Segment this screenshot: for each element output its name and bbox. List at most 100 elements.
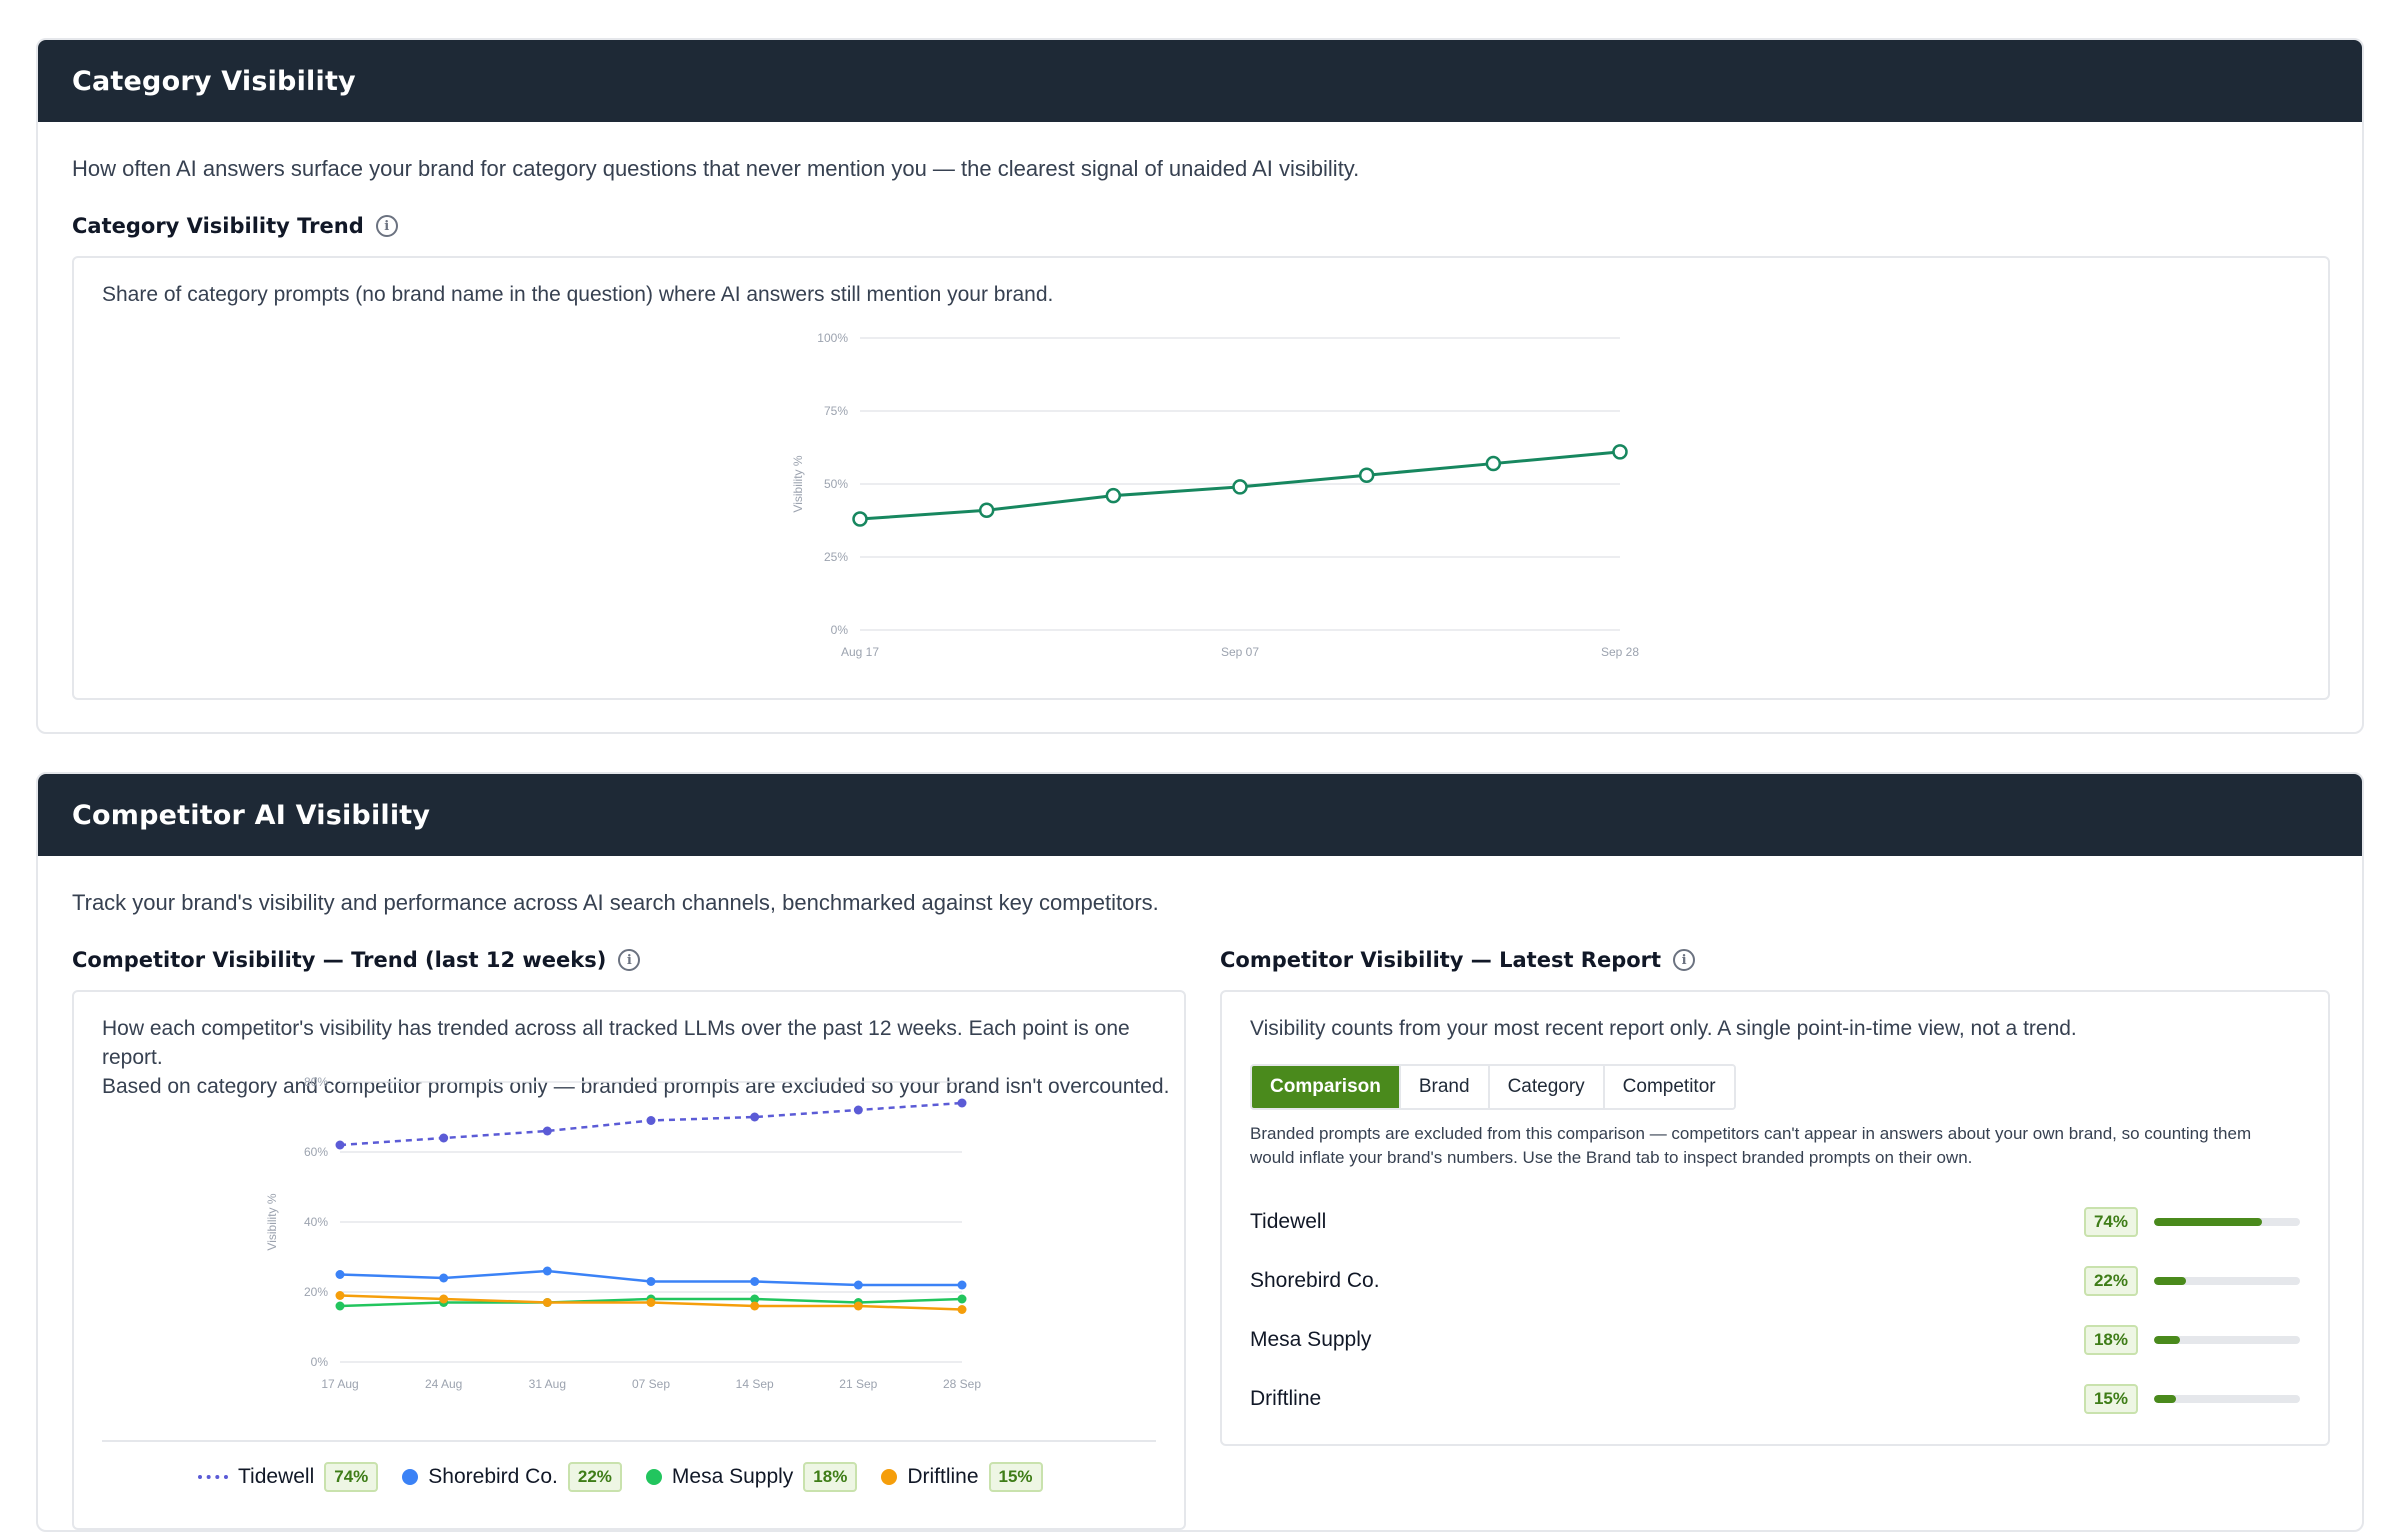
data-point — [1358, 467, 1375, 483]
category-visibility-header: Category Visibility — [38, 40, 2362, 122]
ranking-bar-fill — [2154, 1218, 2263, 1226]
legend-badge: 18% — [803, 1462, 858, 1492]
legend-item-shorebird[interactable]: Shorebird Co. 22% — [402, 1462, 622, 1492]
legend-label: Driftline — [907, 1465, 979, 1488]
y-tick-label: 0% — [831, 623, 849, 637]
ranking-name: Shorebird Co. — [1250, 1269, 1380, 1292]
category-trend-chart: 0% 25% 50% 75% 100% Visibility % Aug 17 Sep 07 S… — [791, 331, 1639, 659]
y-tick-label: 40% — [304, 1215, 328, 1229]
info-icon[interactable]: i — [375, 215, 398, 237]
info-icon[interactable]: i — [1673, 949, 1696, 971]
competitor-visibility-header: Competitor AI Visibility — [38, 774, 2362, 856]
ranking-bar-fill — [2154, 1336, 2181, 1344]
data-point — [1232, 479, 1248, 495]
competitor-visibility-description: Track your brand's visibility and perfor… — [72, 890, 1159, 915]
legend-swatch — [881, 1469, 898, 1485]
note-line2: would inflate your brand's numbers. Use … — [1250, 1148, 1973, 1167]
competitor-latest-title: Competitor Visibility — Latest Report i — [1220, 948, 1696, 972]
ranking-badge: 18% — [2083, 1325, 2138, 1355]
branded-exclusion-note: Branded prompts are excluded from this c… — [1250, 1122, 2251, 1170]
data-point — [957, 1280, 967, 1290]
competitor-visibility-card: Competitor AI Visibility Track your bran… — [36, 772, 2364, 1532]
data-point — [853, 1301, 863, 1311]
data-point — [1612, 444, 1628, 460]
ranking-bar — [2154, 1277, 2300, 1285]
ranking-row: Driftline 15% — [1250, 1379, 2300, 1419]
ranking-row: Shorebird Co. 22% — [1250, 1261, 2300, 1301]
x-tick-label: Aug 17 — [841, 645, 879, 659]
legend-item-driftline[interactable]: Driftline 15% — [881, 1462, 1043, 1492]
tab-comparison[interactable]: Comparison — [1252, 1066, 1401, 1108]
legend-badge: 15% — [988, 1462, 1043, 1492]
competitor-trend-title-text: Competitor Visibility — Trend (last 12 w… — [72, 948, 607, 972]
category-trend-title-text: Category Visibility Trend — [72, 214, 364, 238]
ranking-badge: 15% — [2083, 1384, 2138, 1414]
y-tick-label: 60% — [304, 1145, 328, 1159]
data-point — [439, 1133, 449, 1143]
data-point — [978, 502, 995, 519]
x-tick-label: 31 Aug — [529, 1377, 566, 1391]
x-tick-label: 24 Aug — [425, 1377, 462, 1391]
y-tick-label: 75% — [824, 404, 848, 418]
competitor-trend-description-line1: How each competitor's visibility has tre… — [102, 1017, 1130, 1069]
legend-divider — [102, 1440, 1156, 1442]
category-trend-panel-description: Share of category prompts (no brand name… — [102, 283, 1054, 306]
y-tick-label: 20% — [304, 1285, 328, 1299]
x-tick-label: 21 Sep — [839, 1377, 877, 1391]
category-trend-panel: Share of category prompts (no brand name… — [72, 256, 2330, 700]
legend-item-mesa-supply[interactable]: Mesa Supply 18% — [645, 1462, 858, 1492]
ranking-bar-fill — [2154, 1395, 2176, 1403]
x-tick-label: Sep 07 — [1221, 645, 1259, 659]
tab-category[interactable]: Category — [1489, 1066, 1605, 1108]
data-point — [1105, 487, 1122, 504]
ranking-bar — [2154, 1336, 2300, 1344]
ranking-bar — [2154, 1218, 2300, 1226]
competitor-trend-panel-description: How each competitor's visibility has tre… — [102, 1014, 1184, 1101]
view-tabs: Comparison Brand Category Competitor — [1250, 1064, 1736, 1110]
legend-swatch — [198, 1475, 228, 1479]
legend-label: Shorebird Co. — [428, 1465, 558, 1488]
category-visibility-card: Category Visibility How often AI answers… — [36, 38, 2364, 734]
data-point — [439, 1294, 449, 1304]
data-point — [957, 1294, 967, 1304]
data-point — [542, 1266, 552, 1276]
competitor-trend-panel: How each competitor's visibility has tre… — [72, 990, 1186, 1530]
category-visibility-description: How often AI answers surface your brand … — [72, 156, 1360, 181]
data-point — [750, 1294, 760, 1304]
data-point — [853, 1280, 863, 1290]
x-tick-label: 28 Sep — [943, 1377, 981, 1391]
competitor-trend-title: Competitor Visibility — Trend (last 12 w… — [72, 948, 641, 972]
ranking-badge: 22% — [2083, 1266, 2138, 1296]
info-icon[interactable]: i — [618, 949, 641, 971]
ranking-name: Driftline — [1250, 1387, 1322, 1410]
data-point — [439, 1273, 449, 1283]
x-tick-label: Sep 28 — [1601, 645, 1639, 659]
ranking-row: Tidewell 74% — [1250, 1202, 2300, 1242]
ranking-name: Mesa Supply — [1250, 1328, 1372, 1351]
competitor-latest-panel: Visibility counts from your most recent … — [1220, 990, 2330, 1446]
y-axis-label: Visibility % — [791, 455, 805, 512]
ranking-badge: 74% — [2083, 1207, 2138, 1237]
data-point — [1485, 455, 1502, 472]
legend-swatch — [645, 1469, 662, 1485]
data-point — [335, 1270, 345, 1279]
tab-brand[interactable]: Brand — [1400, 1066, 1490, 1108]
competitor-trend-legend: Tidewell 74% Shorebird Co. 22% Mesa Supp… — [198, 1462, 1057, 1492]
legend-badge: 22% — [567, 1462, 622, 1492]
x-tick-label: 14 Sep — [736, 1377, 774, 1391]
data-point — [750, 1112, 760, 1122]
legend-item-tidewell[interactable]: Tidewell 74% — [198, 1462, 379, 1492]
data-point — [750, 1301, 760, 1311]
note-line1: Branded prompts are excluded from this c… — [1250, 1124, 2252, 1143]
data-point — [335, 1140, 345, 1150]
data-point — [542, 1298, 552, 1307]
legend-badge: 74% — [324, 1462, 379, 1492]
data-point — [957, 1305, 967, 1314]
data-point — [646, 1277, 656, 1286]
x-tick-label: 07 Sep — [632, 1377, 670, 1391]
y-tick-label: 0% — [311, 1355, 329, 1369]
y-tick-label: 25% — [824, 550, 848, 564]
tab-competitor[interactable]: Competitor — [1604, 1066, 1734, 1108]
data-point — [957, 1098, 967, 1108]
ranking-name: Tidewell — [1250, 1210, 1327, 1233]
